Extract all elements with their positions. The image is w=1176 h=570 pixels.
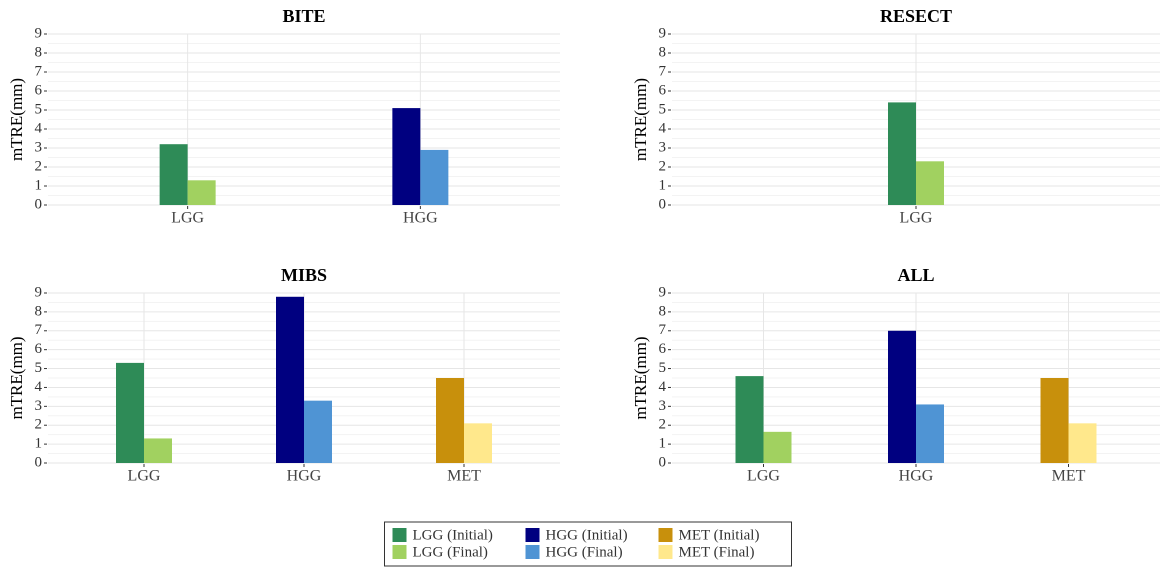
x-tick-label: LGG — [128, 468, 161, 485]
y-tick-label: 0 — [35, 454, 43, 470]
legend-label: MET (Initial) — [679, 527, 760, 543]
y-tick-label: 3 — [35, 139, 43, 155]
y-tick-label: 1 — [35, 436, 43, 452]
y-tick-label: 3 — [659, 139, 667, 155]
y-tick-label: 0 — [35, 196, 43, 212]
y-tick-label: 0 — [659, 454, 667, 470]
legend-key — [392, 528, 407, 542]
x-tick-label: HGG — [287, 468, 322, 485]
bar — [159, 144, 188, 205]
y-tick-label: 2 — [35, 417, 43, 433]
legend-box — [384, 521, 792, 567]
x-tick-label: MET — [447, 468, 481, 485]
y-tick-label: 9 — [659, 25, 667, 41]
y-tick-label: 8 — [35, 44, 43, 60]
bar — [735, 376, 764, 463]
bar — [144, 438, 172, 463]
y-tick-label: 7 — [35, 63, 43, 79]
bar — [916, 161, 944, 205]
y-tick-label: 8 — [659, 303, 667, 319]
y-tick-label: 2 — [659, 158, 667, 174]
legend-label: MET (Final) — [679, 544, 755, 560]
y-tick-label: 3 — [35, 398, 43, 414]
legend-label: HGG (Initial) — [546, 527, 628, 543]
x-tick-label: LGG — [747, 468, 780, 485]
y-tick-label: 5 — [659, 101, 667, 117]
panel-title: RESECT — [880, 6, 952, 26]
y-tick-label: 4 — [35, 120, 43, 136]
bar — [187, 180, 216, 205]
y-tick-label: 4 — [659, 120, 667, 136]
panel-title: ALL — [897, 265, 934, 285]
y-tick-label: 0 — [659, 196, 667, 212]
y-axis-label: mTRE(mm) — [7, 78, 26, 161]
bar — [116, 362, 144, 463]
y-tick-label: 9 — [35, 25, 43, 41]
y-axis-label: mTRE(mm) — [7, 336, 26, 419]
y-tick-label: 7 — [659, 63, 667, 79]
y-axis-label: mTRE(mm) — [631, 336, 650, 419]
y-tick-label: 6 — [659, 341, 667, 357]
bar — [464, 423, 492, 463]
bar — [763, 431, 792, 463]
y-tick-label: 2 — [35, 158, 43, 174]
x-tick-label: LGG — [171, 210, 204, 227]
y-tick-label: 3 — [659, 398, 667, 414]
bar — [392, 108, 421, 205]
bar — [304, 400, 332, 463]
legend-key — [525, 545, 540, 559]
panel-title: MIBS — [281, 265, 327, 285]
y-tick-label: 4 — [35, 379, 43, 395]
legend-label: HGG (Final) — [546, 544, 623, 560]
legend-key — [525, 528, 540, 542]
y-tick-label: 6 — [35, 82, 43, 98]
y-tick-label: 1 — [659, 177, 667, 193]
y-tick-label: 7 — [35, 322, 43, 338]
bar — [888, 102, 916, 205]
legend-label: LGG (Initial) — [413, 527, 493, 543]
x-tick-label: HGG — [403, 210, 438, 227]
y-tick-label: 8 — [659, 44, 667, 60]
bar — [276, 296, 304, 463]
y-tick-label: 1 — [659, 436, 667, 452]
y-tick-label: 6 — [659, 82, 667, 98]
legend-key — [658, 545, 673, 559]
legend-label: LGG (Final) — [413, 544, 488, 560]
bar — [1040, 378, 1069, 463]
y-tick-label: 1 — [35, 177, 43, 193]
y-tick-label: 2 — [659, 417, 667, 433]
bar — [436, 378, 464, 463]
y-tick-label: 7 — [659, 322, 667, 338]
x-tick-label: MET — [1052, 468, 1086, 485]
y-tick-label: 8 — [35, 303, 43, 319]
y-tick-label: 9 — [35, 284, 43, 300]
x-tick-label: HGG — [899, 468, 934, 485]
y-axis-label: mTRE(mm) — [631, 78, 650, 161]
y-tick-label: 5 — [35, 101, 43, 117]
bar — [888, 330, 916, 463]
y-tick-label: 9 — [659, 284, 667, 300]
bar — [420, 149, 449, 205]
legend-key — [392, 545, 407, 559]
bar — [1068, 423, 1097, 463]
legend-key — [658, 528, 673, 542]
y-tick-label: 5 — [35, 360, 43, 376]
y-tick-label: 5 — [659, 360, 667, 376]
x-tick-label: LGG — [900, 210, 933, 227]
y-tick-label: 6 — [35, 341, 43, 357]
bar — [916, 404, 944, 463]
y-tick-label: 4 — [659, 379, 667, 395]
panel-title: BITE — [282, 6, 325, 26]
